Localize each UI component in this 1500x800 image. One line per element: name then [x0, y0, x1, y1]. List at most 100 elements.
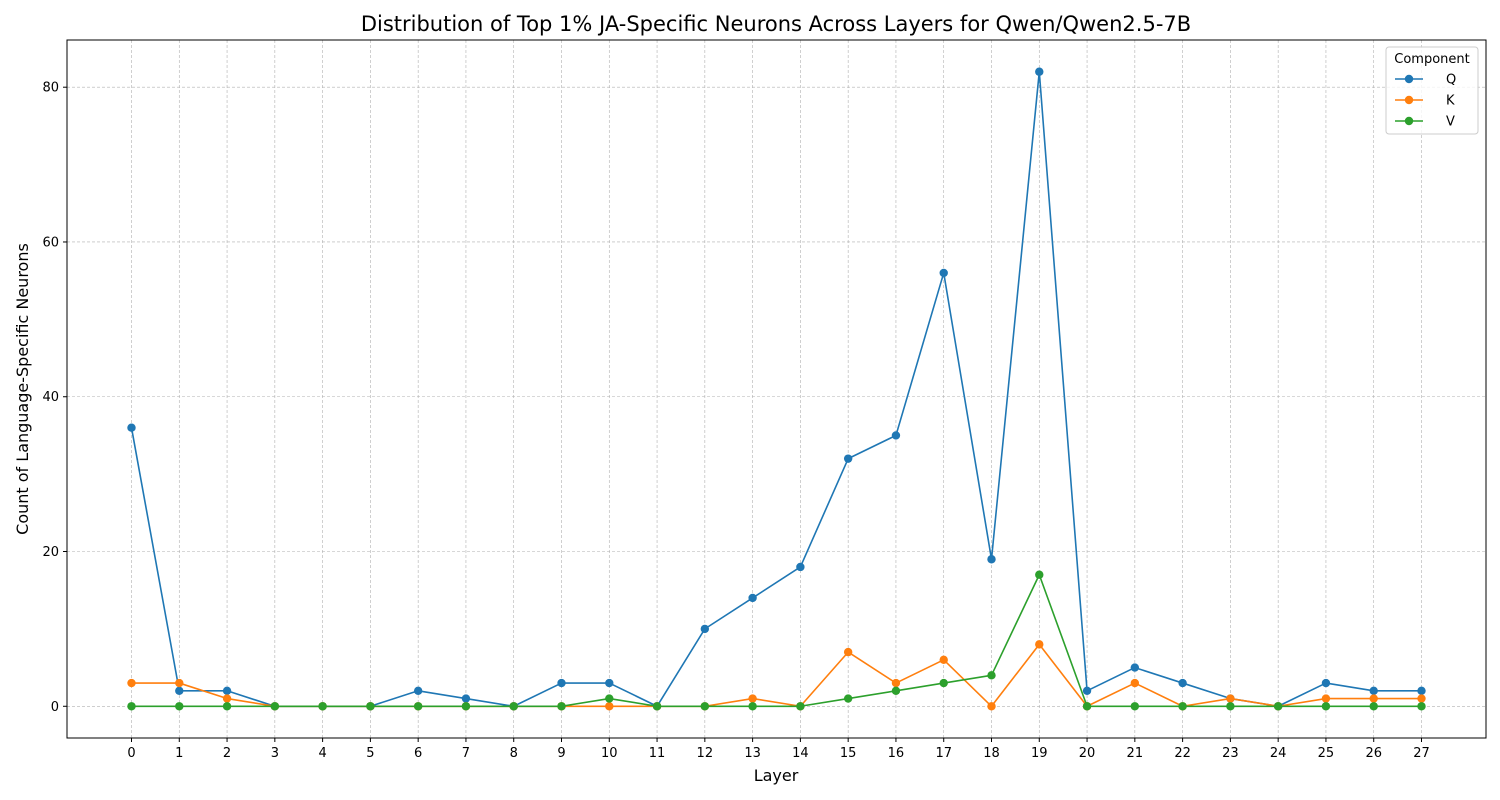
data-point-q [1082, 686, 1092, 695]
data-point-k [1417, 694, 1426, 703]
data-point-v [700, 702, 710, 711]
x-tick-label: 2 [223, 746, 231, 761]
x-tick-label: 13 [744, 746, 761, 761]
data-point-k [748, 694, 757, 703]
x-tick-label: 1 [175, 746, 183, 761]
x-tick-label: 7 [462, 746, 470, 761]
data-point-v [891, 686, 901, 695]
data-point-v [748, 702, 757, 711]
x-tick-label: 0 [127, 746, 135, 761]
data-point-q [843, 454, 853, 463]
grid [67, 40, 1486, 738]
x-tick-label: 19 [1031, 746, 1048, 761]
x-tick-label: 20 [1079, 746, 1096, 761]
legend-title: Component [1394, 52, 1469, 67]
data-point-k [1035, 640, 1044, 649]
legend-entry-q: Q [1395, 73, 1456, 88]
legend-entry-v: V [1395, 115, 1455, 130]
data-point-v [605, 694, 614, 703]
y-tick-label: 60 [42, 235, 59, 250]
data-point-k [843, 647, 853, 657]
data-point-v [366, 702, 375, 711]
chart-title: Distribution of Top 1% JA-Specific Neuro… [361, 12, 1191, 36]
data-point-v [318, 702, 327, 711]
data-point-v [222, 702, 232, 711]
data-point-k [605, 702, 614, 711]
series-q [127, 67, 1426, 711]
x-axis-label: Layer [754, 766, 799, 785]
y-tick-label: 80 [42, 81, 59, 96]
data-point-v [1130, 702, 1140, 711]
data-point-q [748, 593, 757, 603]
data-point-k [1130, 678, 1140, 688]
x-tick-label: 11 [649, 746, 666, 761]
legend-label-v: V [1446, 115, 1455, 130]
data-point-q [796, 562, 805, 572]
data-point-q [222, 686, 232, 695]
data-point-v [1369, 702, 1378, 711]
data-point-q [1130, 663, 1140, 672]
data-point-v [127, 702, 136, 711]
legend-marker-k [1404, 95, 1414, 105]
x-tick-label: 10 [601, 746, 618, 761]
x-axis-ticks: 0 1 2 3 4 5 6 7 8 9 10 11 12 13 14 15 16 17 18 19 20 21 22 23 24… [127, 738, 1430, 761]
x-tick-label: 16 [888, 746, 905, 761]
x-tick-label: 23 [1222, 746, 1239, 761]
data-point-k [127, 678, 136, 688]
x-tick-label: 12 [697, 746, 714, 761]
data-point-q [461, 694, 471, 703]
x-tick-label: 18 [983, 746, 1000, 761]
data-point-k [1369, 694, 1378, 703]
legend-entry-k: K [1395, 94, 1455, 109]
data-point-q [1178, 678, 1187, 688]
legend: Component QKV [1385, 46, 1479, 135]
legend-marker-v [1404, 116, 1414, 126]
y-tick-label: 0 [51, 700, 59, 715]
y-tick-label: 40 [42, 390, 59, 405]
data-point-q [1321, 678, 1331, 688]
y-axis-label: Count of Language-Specific Neurons [13, 243, 32, 535]
data-point-v [1082, 702, 1092, 711]
x-tick-label: 25 [1318, 746, 1335, 761]
data-point-k [175, 678, 184, 688]
data-point-v [843, 694, 853, 703]
x-tick-label: 17 [935, 746, 952, 761]
legend-items: QKV [1395, 73, 1456, 130]
legend-marker-q [1404, 74, 1414, 84]
data-point-v [461, 702, 471, 711]
data-point-v [1417, 702, 1426, 711]
x-tick-label: 21 [1127, 746, 1144, 761]
data-point-v [796, 702, 805, 711]
data-point-k [1226, 694, 1235, 703]
data-point-q [1035, 67, 1044, 76]
data-point-v [1178, 702, 1187, 711]
data-point-v [413, 702, 423, 711]
data-point-q [413, 686, 423, 695]
legend-box [1385, 46, 1479, 135]
data-point-v [509, 702, 518, 711]
x-tick-label: 15 [840, 746, 857, 761]
x-tick-label: 14 [792, 746, 809, 761]
series-line-q [130, 70, 1422, 708]
x-tick-label: 26 [1365, 746, 1382, 761]
x-tick-label: 5 [366, 746, 374, 761]
data-point-v [270, 702, 280, 711]
data-point-v [987, 671, 996, 680]
series-layer [127, 67, 1426, 711]
data-point-q [891, 431, 901, 440]
y-tick-label: 20 [42, 545, 59, 560]
data-point-k [987, 702, 996, 711]
data-point-v [1035, 570, 1044, 579]
data-point-q [127, 423, 136, 432]
x-tick-label: 9 [557, 746, 565, 761]
series-line-v [131, 573, 1422, 708]
data-point-v [1321, 702, 1331, 711]
data-point-q [605, 678, 614, 688]
x-tick-label: 4 [318, 746, 326, 761]
plot-frame [66, 39, 1487, 739]
series-v [127, 570, 1426, 711]
data-point-q [987, 555, 996, 564]
data-point-v [175, 702, 184, 711]
data-point-v [557, 702, 566, 711]
